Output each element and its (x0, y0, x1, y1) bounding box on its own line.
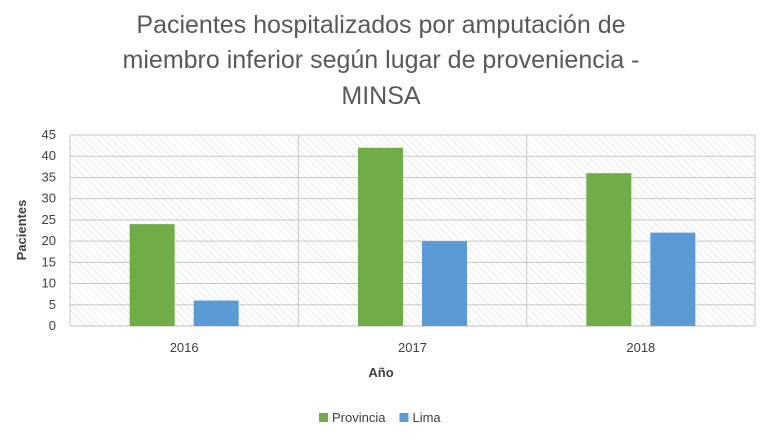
x-axis-title: Año (368, 365, 393, 380)
y-tick-label: 25 (42, 212, 56, 227)
y-tick-labels: 0 5 10 15 20 25 30 35 40 45 (42, 127, 56, 333)
y-tick-label: 5 (49, 297, 56, 312)
legend-label-provincia: Provincia (332, 410, 386, 425)
bars-group (129, 147, 696, 326)
y-tick-label: 40 (42, 148, 56, 163)
legend-swatch-lima (399, 413, 409, 422)
chart-title-line-3: MINSA (341, 82, 421, 110)
x-tick-labels: 2016 2017 2018 (170, 340, 656, 355)
bar-lima-2018 (650, 232, 696, 326)
x-tick-label: 2018 (626, 340, 655, 355)
x-tick-label: 2016 (170, 340, 199, 355)
bar-provincia-2017 (358, 147, 403, 326)
y-tick-label: 0 (49, 318, 56, 333)
bar-provincia-2018 (586, 173, 632, 326)
chart-title-line-2: miembro inferior según lugar de provenie… (123, 46, 640, 74)
y-tick-label: 35 (42, 169, 56, 184)
bar-provincia-2016 (129, 224, 175, 326)
bar-lima-2017 (422, 241, 467, 326)
x-tick-label: 2017 (398, 340, 427, 355)
bar-lima-2016 (193, 300, 239, 326)
y-tick-label: 15 (42, 254, 56, 269)
y-tick-label: 30 (42, 191, 56, 206)
grid-lines (69, 134, 756, 327)
chart-title-line-1: Pacientes hospitalizados por amputación … (136, 11, 625, 39)
plot-area (70, 135, 755, 326)
y-tick-label: 45 (42, 127, 56, 142)
legend: Provincia Lima (319, 410, 441, 425)
y-tick-label: 20 (42, 233, 56, 248)
y-axis-title: Pacientes (14, 200, 29, 261)
y-tick-label: 10 (42, 276, 56, 291)
legend-label-lima: Lima (412, 410, 441, 425)
legend-swatch-provincia (319, 413, 328, 422)
